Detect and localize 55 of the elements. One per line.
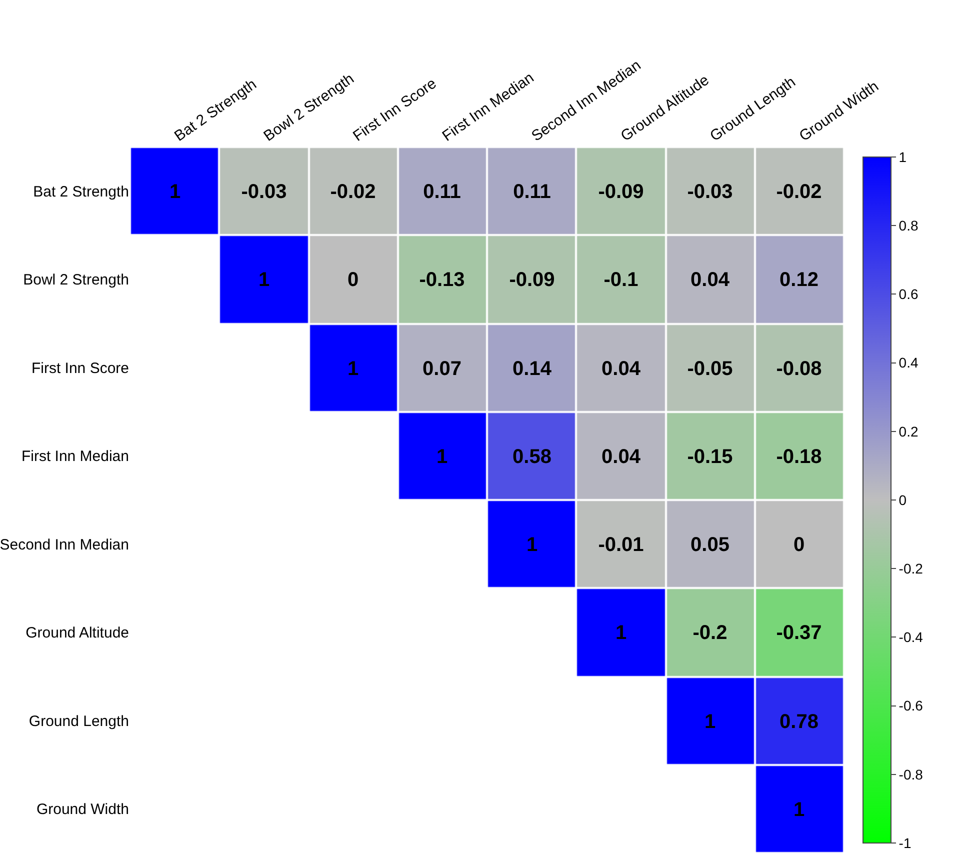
data-label: -0.2 bbox=[692, 622, 728, 644]
data-label: -0.03 bbox=[687, 181, 733, 203]
y-tick-label: Second Inn Median bbox=[0, 536, 129, 554]
color-bar-label: 0.4 bbox=[898, 354, 918, 371]
y-tick-label: Ground Width bbox=[36, 801, 129, 818]
color-bar-label: 1 bbox=[898, 148, 907, 165]
data-label: 1 bbox=[615, 622, 627, 644]
data-label: -0.08 bbox=[776, 358, 822, 380]
data-label: 0 bbox=[347, 269, 359, 291]
color-bar-label: 0 bbox=[898, 492, 907, 508]
data-label: -0.09 bbox=[509, 269, 555, 291]
data-label: 1 bbox=[347, 358, 359, 380]
data-label: 0.12 bbox=[780, 269, 818, 291]
data-label: -0.03 bbox=[241, 181, 287, 203]
data-label: 1 bbox=[436, 446, 448, 468]
y-tick-label: First Inn Score bbox=[31, 360, 129, 377]
data-label: -0.02 bbox=[776, 181, 822, 203]
data-label: 1 bbox=[793, 799, 805, 821]
data-label: 1 bbox=[526, 534, 538, 556]
color-bar-label: 0.6 bbox=[898, 286, 918, 302]
data-label: 0.14 bbox=[512, 358, 552, 380]
color-bar-label: 0.2 bbox=[898, 423, 918, 440]
data-label: -0.1 bbox=[604, 269, 638, 291]
data-label: -0.13 bbox=[419, 269, 465, 291]
data-label: -0.05 bbox=[687, 358, 733, 380]
data-label: 0 bbox=[793, 534, 805, 556]
data-label: 0.58 bbox=[512, 446, 552, 468]
y-tick-label: Bowl 2 Strength bbox=[23, 272, 129, 289]
data-label: 0.11 bbox=[423, 181, 461, 203]
data-label: 0.04 bbox=[690, 269, 730, 291]
data-label: 1 bbox=[169, 181, 181, 203]
data-label: 0.78 bbox=[780, 711, 818, 733]
y-tick-label: First Inn Median bbox=[21, 448, 129, 466]
color-bar-label: -1 bbox=[898, 834, 912, 851]
data-label: 1 bbox=[704, 711, 716, 733]
data-label: 1 bbox=[258, 269, 270, 291]
data-label: 0.11 bbox=[513, 181, 551, 203]
data-label: 0.05 bbox=[690, 534, 730, 556]
color-bar-label: -0.6 bbox=[898, 698, 924, 714]
data-label: -0.01 bbox=[598, 534, 644, 556]
data-label: -0.15 bbox=[687, 446, 733, 468]
data-label: -0.37 bbox=[776, 622, 822, 644]
data-label: 0.07 bbox=[422, 358, 462, 380]
data-label: 0.04 bbox=[602, 358, 642, 380]
color-bar-label: -0.8 bbox=[898, 766, 924, 782]
y-tick-label: Ground Length bbox=[28, 712, 129, 730]
color-bar-label: -0.2 bbox=[898, 560, 924, 576]
color-bar-label: 0.8 bbox=[898, 218, 918, 234]
color-bar-label: -0.4 bbox=[898, 629, 924, 646]
data-label: -0.09 bbox=[598, 181, 644, 203]
y-tick-label: Bat 2 Strength bbox=[33, 183, 129, 200]
data-label: -0.18 bbox=[776, 446, 822, 468]
y-tick-label: Ground Altitude bbox=[26, 624, 129, 642]
data-label: -0.02 bbox=[330, 181, 376, 203]
data-label: 0.04 bbox=[602, 446, 642, 468]
